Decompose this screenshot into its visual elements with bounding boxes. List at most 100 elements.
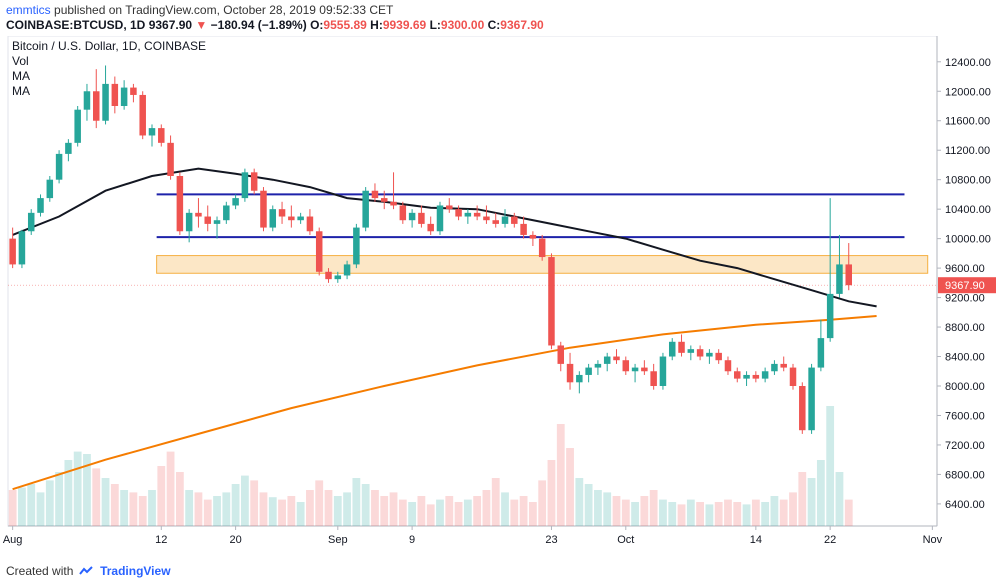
candle-body[interactable] [297, 216, 304, 221]
candle-body[interactable] [529, 234, 537, 239]
candle-body[interactable] [687, 349, 695, 353]
candle-body[interactable] [446, 205, 453, 210]
candle-body[interactable] [343, 264, 351, 276]
candle-body[interactable] [390, 201, 397, 206]
candle-body[interactable] [223, 205, 230, 221]
candle-body[interactable] [789, 367, 797, 386]
candle-body[interactable] [250, 172, 258, 191]
candle-body[interactable] [845, 264, 852, 286]
candle-body[interactable] [799, 386, 806, 431]
candle-body[interactable] [436, 205, 444, 232]
candle-body[interactable] [315, 231, 323, 272]
candle-body[interactable] [418, 212, 425, 224]
candle-body[interactable] [641, 367, 648, 372]
candle-body[interactable] [408, 212, 416, 221]
candle-body[interactable] [269, 209, 277, 228]
candle-body[interactable] [288, 216, 295, 221]
candle-body[interactable] [548, 257, 555, 346]
candle-body[interactable] [511, 216, 518, 224]
candle-body[interactable] [771, 363, 778, 372]
candle-body[interactable] [353, 227, 360, 265]
candle-body[interactable] [362, 190, 369, 228]
candle-body[interactable] [427, 223, 434, 232]
candle-body[interactable] [538, 238, 546, 258]
candle-body[interactable] [334, 275, 342, 280]
candle-body[interactable] [195, 212, 202, 217]
candle-body[interactable] [650, 371, 657, 386]
candle-body[interactable] [83, 91, 91, 110]
candle-body[interactable] [93, 91, 100, 121]
publish-info: emmtics published on TradingView.com, Oc… [6, 3, 393, 17]
candle-body[interactable] [232, 198, 239, 206]
candle-body[interactable] [148, 128, 156, 136]
volume-bar [185, 490, 194, 526]
candle-body[interactable] [399, 205, 407, 221]
candle-body[interactable] [455, 209, 462, 217]
volume-bar [361, 484, 370, 526]
candle-body[interactable] [696, 349, 704, 357]
candle-body[interactable] [204, 216, 211, 224]
candle-body[interactable] [176, 176, 184, 232]
candle-body[interactable] [74, 109, 81, 143]
candle-body[interactable] [27, 212, 35, 232]
candle-body[interactable] [158, 128, 165, 143]
candle-body[interactable] [213, 220, 221, 224]
candle-body[interactable] [761, 371, 769, 379]
candle-body[interactable] [306, 216, 314, 232]
volume-bar [454, 502, 463, 526]
candle-body[interactable] [371, 190, 379, 199]
candle-body[interactable] [260, 190, 267, 228]
candlestick-chart[interactable]: 6400.00 6800.00 7200.00 7600.00 8000.00 8400.… [0, 36, 1000, 562]
candle-body[interactable] [631, 367, 639, 372]
candle-body[interactable] [836, 264, 843, 294]
candle-body[interactable] [65, 142, 72, 154]
candle-body[interactable] [278, 209, 286, 217]
candle-body[interactable] [678, 341, 685, 353]
candle-body[interactable] [139, 94, 146, 136]
candle-body[interactable] [492, 220, 499, 224]
candle-body[interactable] [473, 212, 481, 217]
legend-vol: Vol [12, 54, 29, 68]
candle-body[interactable] [37, 198, 44, 213]
candle-body[interactable] [594, 363, 602, 368]
candle-body[interactable] [659, 356, 667, 386]
candle-body[interactable] [752, 374, 760, 379]
candle-body[interactable] [715, 352, 722, 361]
candle-body[interactable] [613, 356, 620, 361]
candle-body[interactable] [724, 360, 732, 372]
candle-body[interactable] [808, 367, 815, 431]
candle-body[interactable] [111, 83, 119, 106]
candle-body[interactable] [464, 212, 472, 217]
tradingview-brand[interactable]: TradingView [100, 564, 171, 578]
candle-body[interactable] [501, 216, 509, 224]
candle-body[interactable] [622, 360, 630, 372]
candle-body[interactable] [743, 374, 750, 379]
candle-body[interactable] [668, 341, 676, 357]
candle-body[interactable] [130, 87, 137, 95]
candle-body[interactable] [102, 83, 109, 121]
candle-body[interactable] [566, 363, 574, 383]
candle-body[interactable] [780, 363, 787, 368]
candle-body[interactable] [9, 238, 16, 265]
candle-body[interactable] [826, 293, 834, 339]
candle-body[interactable] [520, 223, 527, 235]
candle-body[interactable] [706, 352, 713, 357]
candle-body[interactable] [603, 356, 611, 364]
candle-body[interactable] [483, 216, 490, 221]
candle-body[interactable] [18, 231, 26, 265]
candle-body[interactable] [380, 198, 388, 202]
candle-body[interactable] [167, 142, 174, 176]
candle-body[interactable] [185, 212, 193, 232]
candle-body[interactable] [55, 153, 63, 180]
candle-body[interactable] [325, 271, 332, 280]
candle-body[interactable] [46, 179, 54, 199]
candle-body[interactable] [557, 345, 565, 364]
candle-body[interactable] [120, 87, 128, 106]
candle-body[interactable] [241, 172, 249, 199]
candle-body[interactable] [817, 338, 825, 368]
author-link[interactable]: emmtics [6, 3, 51, 17]
candle-body[interactable] [734, 371, 741, 379]
candle-body[interactable] [576, 374, 583, 383]
candle-body[interactable] [585, 367, 592, 375]
volume-bar [649, 490, 658, 526]
